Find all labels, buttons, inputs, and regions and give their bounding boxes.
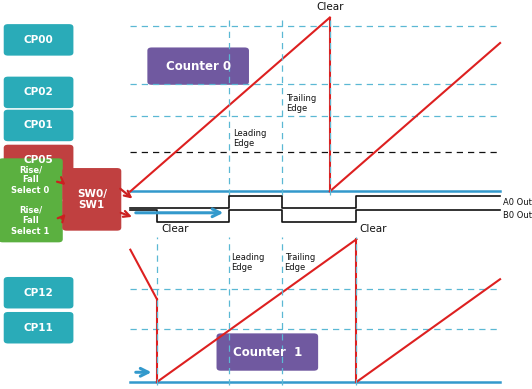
Text: CP05: CP05	[24, 156, 53, 165]
Text: Counter 0: Counter 0	[165, 60, 231, 73]
FancyBboxPatch shape	[62, 168, 121, 231]
FancyBboxPatch shape	[4, 24, 73, 56]
Text: CP02: CP02	[24, 88, 53, 97]
Text: Clear: Clear	[359, 224, 387, 234]
FancyBboxPatch shape	[217, 333, 318, 371]
Text: Trailing
Edge: Trailing Edge	[286, 94, 317, 113]
FancyBboxPatch shape	[4, 77, 73, 108]
FancyBboxPatch shape	[4, 312, 73, 343]
Text: Leading
Edge: Leading Edge	[233, 129, 267, 148]
Text: Trailing
Edge: Trailing Edge	[285, 253, 315, 272]
Text: Rise/
Fall
Select 0: Rise/ Fall Select 0	[12, 165, 49, 195]
Text: Leading
Edge: Leading Edge	[231, 253, 265, 272]
FancyBboxPatch shape	[4, 110, 73, 141]
FancyBboxPatch shape	[4, 145, 73, 176]
Text: Clear: Clear	[316, 2, 344, 12]
FancyBboxPatch shape	[147, 47, 249, 85]
FancyBboxPatch shape	[4, 277, 73, 308]
Text: Counter  1: Counter 1	[232, 345, 302, 359]
Text: CP12: CP12	[24, 288, 53, 298]
FancyBboxPatch shape	[0, 199, 63, 242]
Text: CP01: CP01	[24, 121, 53, 130]
FancyBboxPatch shape	[0, 158, 63, 202]
Text: SW0/
SW1: SW0/ SW1	[77, 189, 107, 210]
Text: B0 Output: B0 Output	[503, 211, 532, 221]
Text: Clear: Clear	[161, 224, 189, 234]
Text: A0 Output: A0 Output	[503, 198, 532, 207]
Text: CP00: CP00	[24, 35, 53, 45]
Text: Rise/
Fall
Select 1: Rise/ Fall Select 1	[11, 206, 50, 236]
Text: CP11: CP11	[24, 323, 53, 333]
